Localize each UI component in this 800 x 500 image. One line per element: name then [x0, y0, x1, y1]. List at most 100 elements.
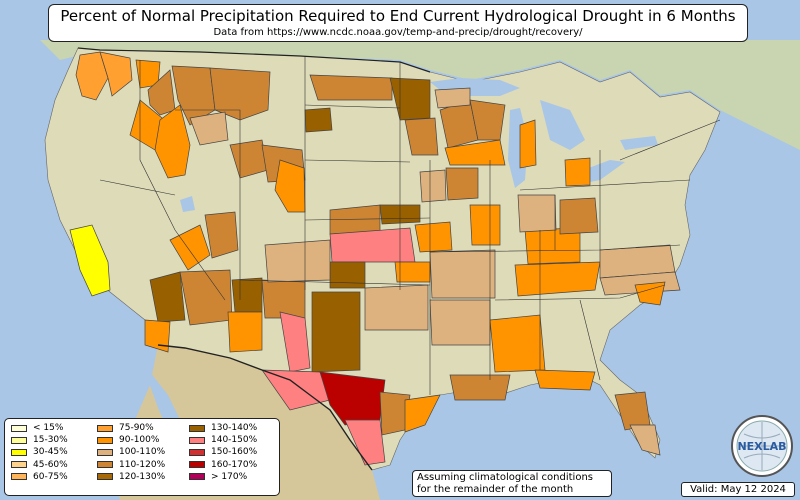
map-title: Percent of Normal Precipitation Required…: [60, 7, 736, 25]
canada-landmass: [40, 40, 800, 150]
region-wa-central: [99, 51, 133, 97]
region-ut: [204, 211, 239, 259]
legend-column-1: < 15% 15-30% 30-45% 45-60% 60-75%: [11, 422, 68, 483]
legend-swatch: [97, 448, 113, 456]
region-mt-sw: [189, 111, 229, 146]
legend-swatch: [97, 461, 113, 469]
legend-label: 45-60%: [33, 459, 68, 470]
state-borders: [99, 56, 721, 395]
region-id-south: [154, 104, 191, 179]
assumption-note: Assuming climatological conditions for t…: [412, 470, 612, 497]
legend-swatch: [11, 436, 27, 444]
region-mi-west: [519, 119, 537, 169]
region-sd-west: [304, 107, 333, 133]
title-box: Percent of Normal Precipitation Required…: [48, 4, 748, 42]
legend-item: 150-160%: [189, 446, 257, 458]
legend-item: 30-45%: [11, 446, 68, 458]
region-ia-nw: [419, 169, 447, 203]
legend-item: 160-170%: [189, 459, 257, 471]
legend-swatch: [97, 436, 113, 444]
region-il-north: [469, 204, 501, 246]
legend-swatch: [189, 448, 205, 456]
region-sc: [634, 281, 666, 306]
region-ok-north: [329, 261, 366, 289]
legend-label: 140-150%: [211, 435, 258, 446]
lake-huron: [540, 100, 585, 150]
border-line: [304, 217, 431, 221]
region-tn: [514, 261, 601, 297]
region-ks-pink: [329, 227, 416, 263]
border-line: [579, 299, 601, 381]
border-line: [304, 159, 411, 163]
region-mi-east: [564, 157, 591, 187]
region-mt-central: [209, 67, 271, 121]
legend-swatch: [97, 473, 113, 481]
legend-item: 140-150%: [189, 434, 257, 446]
legend-item: 45-60%: [11, 459, 68, 471]
legend-item: > 170%: [189, 471, 257, 483]
region-fl-panhandle: [534, 369, 596, 391]
region-tx-coast: [404, 394, 441, 433]
region-az-west: [149, 271, 186, 323]
legend-column-3: 130-140% 140-150% 150-160% 160-170% > 170%: [189, 422, 257, 483]
border-line: [99, 179, 176, 196]
border-line: [239, 279, 431, 286]
legend-label: 120-130%: [119, 471, 166, 482]
region-mo-south: [429, 249, 496, 299]
us-mexico-border: [157, 344, 373, 471]
legend-item: 120-130%: [97, 471, 165, 483]
legend-item: 130-140%: [189, 422, 257, 434]
region-la: [449, 374, 511, 401]
legend-label: 30-45%: [33, 447, 68, 458]
us-canada-border: [77, 47, 431, 73]
region-nm-central: [261, 279, 306, 319]
region-ok-south: [364, 284, 429, 331]
note-line-2: for the remainder of the month: [417, 484, 574, 495]
region-az-south: [144, 319, 171, 353]
border-line: [619, 119, 721, 161]
legend-swatch: [189, 473, 205, 481]
legend-label: 90-100%: [119, 435, 160, 446]
legend-item: < 15%: [11, 422, 68, 434]
region-in: [517, 194, 557, 233]
region-nm-pink: [279, 311, 311, 373]
legend-label: < 15%: [33, 423, 64, 434]
region-tx-panhandle: [311, 291, 361, 373]
great-salt-lake: [180, 196, 195, 212]
region-fl-south: [629, 424, 661, 456]
border-line: [494, 284, 666, 301]
legend-label: 15-30%: [33, 435, 68, 446]
logo-text: NEXLAB: [737, 440, 786, 453]
region-mn-east: [404, 117, 439, 156]
region-nm-se: [227, 311, 263, 353]
nexlab-logo: NEXLAB: [731, 415, 793, 477]
drought-regions: [69, 51, 681, 466]
legend-label: > 170%: [211, 471, 248, 482]
legend-swatch: [97, 424, 113, 432]
legend: < 15% 15-30% 30-45% 45-60% 60-75% 75-90% 90-1…: [4, 418, 280, 496]
region-tx-south: [344, 419, 386, 466]
legend-item: 15-30%: [11, 434, 68, 446]
border-line: [175, 109, 241, 300]
map-subtitle: Data from https://www.ncdc.noaa.gov/temp…: [213, 27, 583, 38]
region-ca-central: [69, 224, 111, 297]
logo-grid-lines: [740, 422, 784, 470]
note-line-1: Assuming climatological conditions: [417, 472, 593, 483]
region-ar: [429, 299, 491, 346]
legend-label: 110-120%: [119, 459, 166, 470]
border-line: [304, 104, 401, 109]
legend-swatch: [189, 436, 205, 444]
region-id-north: [147, 69, 176, 116]
legend-swatch: [11, 448, 27, 456]
region-ne-west: [264, 239, 331, 283]
region-wi-south: [444, 139, 506, 166]
region-oh: [559, 197, 599, 235]
legend-label: 150-160%: [211, 447, 258, 458]
legend-swatch: [11, 461, 27, 469]
region-nv-east: [169, 224, 211, 271]
legend-label: 60-75%: [33, 471, 68, 482]
legend-label: 100-110%: [119, 447, 166, 458]
legend-item: 90-100%: [97, 434, 165, 446]
region-nd-east: [309, 74, 393, 101]
